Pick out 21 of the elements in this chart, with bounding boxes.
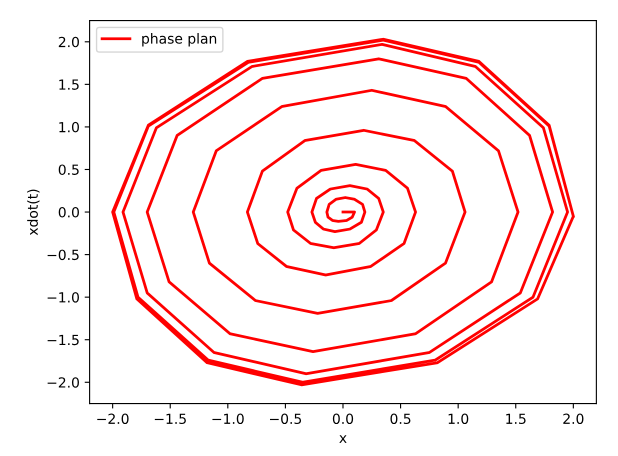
- y-tick-label: 2.0: [58, 36, 79, 48]
- y-tick-label: 1.5: [59, 80, 79, 90]
- y-tick-label: −0.5: [48, 250, 79, 260]
- legend-label: phase plan: [142, 33, 216, 46]
- x-tick-label: 1.5: [506, 414, 526, 424]
- x-tick-label: 0.5: [390, 414, 410, 424]
- y-axis-title: xdot(t): [27, 190, 40, 236]
- y-tick-label: 0.0: [58, 207, 79, 218]
- x-tick-label: −0.5: [270, 414, 302, 424]
- y-tick-label: −2.0: [48, 377, 79, 388]
- x-tick-label: 2.0: [563, 414, 584, 424]
- y-tick-label: 1.0: [59, 122, 79, 132]
- x-tick-label: −1.5: [154, 414, 186, 424]
- x-tick-label: 1.0: [448, 414, 468, 424]
- x-tick-label: 0.0: [332, 414, 354, 424]
- x-axis-title: x: [339, 435, 347, 443]
- y-tick-label: −1.0: [48, 292, 79, 303]
- x-tick-label: −1.0: [212, 414, 244, 424]
- y-tick-label: −1.5: [48, 334, 79, 346]
- x-tick-label: −2.0: [97, 414, 129, 424]
- y-tick-label: 0.5: [58, 164, 79, 175]
